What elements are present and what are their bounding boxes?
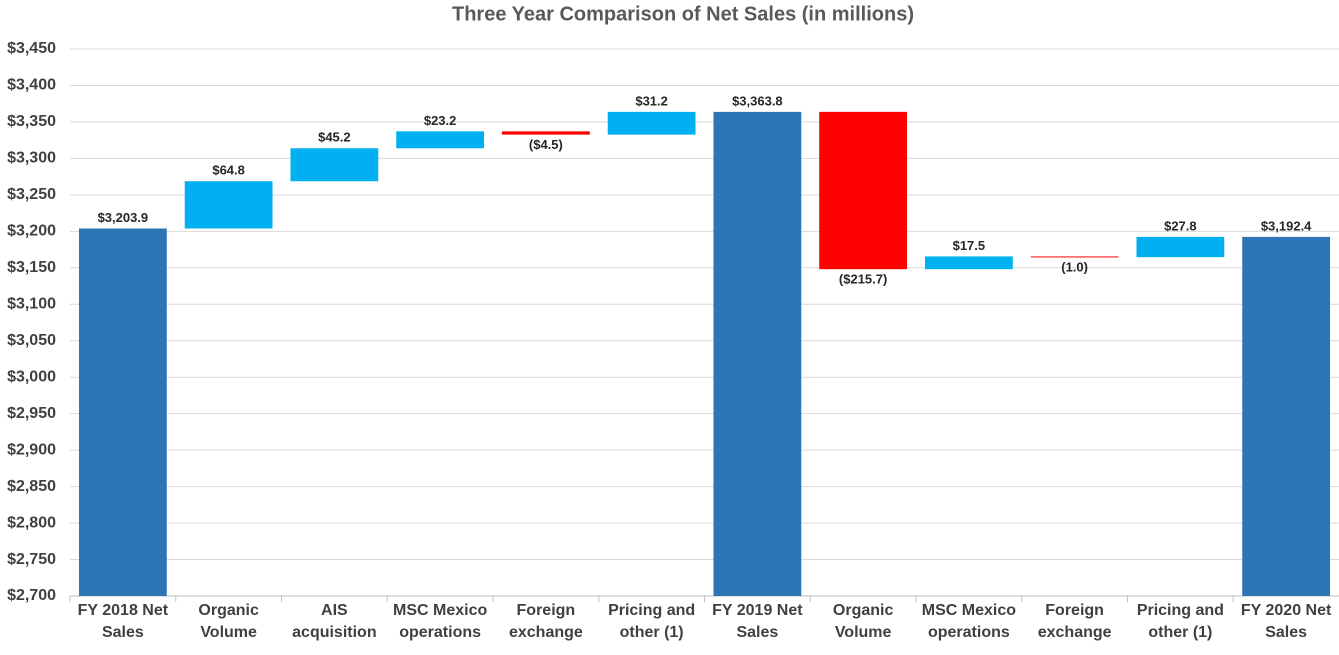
- x-tick-label-box: FY 2018 Net Sales: [77, 602, 169, 641]
- y-tick-label: $2,850: [7, 478, 56, 495]
- x-tick-label: Pricing and other (1): [608, 602, 696, 641]
- y-tick-label: $3,000: [7, 368, 56, 385]
- x-tick-label-box: MSC Mexico operations: [393, 602, 488, 641]
- bar: [924, 256, 1013, 270]
- bar: [607, 111, 696, 135]
- value-label: $3,192.4: [1261, 218, 1312, 233]
- value-label: ($215.7): [839, 272, 887, 287]
- x-tick-label: MSC Mexico operations: [921, 602, 1016, 641]
- y-tick-label: $3,150: [7, 259, 56, 276]
- y-tick-label: $2,950: [7, 405, 56, 422]
- x-tick-label-box: FY 2019 Net Sales: [712, 602, 803, 641]
- y-tick-label: $2,750: [7, 551, 56, 568]
- y-tick-label: $3,100: [7, 295, 56, 312]
- bar: [501, 131, 590, 135]
- x-tick-label: FY 2020 Net Sales: [1240, 602, 1332, 641]
- bar: [396, 131, 485, 149]
- x-tick-label: Organic Volume: [198, 602, 259, 641]
- chart-title: Three Year Comparison of Net Sales (in m…: [452, 3, 914, 25]
- bar: [1136, 236, 1225, 258]
- x-tick-label-box: Foreign exchange: [1037, 602, 1112, 641]
- x-tick-label: FY 2018 Net Sales: [77, 602, 169, 641]
- x-tick-label-box: Pricing and other (1): [1136, 602, 1224, 641]
- value-label: $3,203.9: [98, 210, 149, 225]
- x-tick-label-box: Organic Volume: [832, 602, 894, 641]
- y-tick-label: $3,300: [7, 150, 56, 167]
- y-tick-label: $3,250: [7, 186, 56, 203]
- value-label: ($4.5): [529, 137, 563, 152]
- x-tick-label-box: FY 2020 Net Sales: [1240, 602, 1332, 641]
- y-tick-label: $3,350: [7, 113, 56, 130]
- x-tick-label: AIS acquisition: [292, 602, 377, 641]
- y-tick-label: $2,700: [7, 587, 56, 604]
- x-tick-label: Organic Volume: [832, 602, 894, 641]
- x-tick-label: Foreign exchange: [1037, 602, 1112, 641]
- y-tick-label: $2,800: [7, 514, 56, 531]
- y-tick-label: $3,050: [7, 332, 56, 349]
- bar: [1242, 236, 1331, 596]
- y-tick-label: $2,900: [7, 441, 56, 458]
- bar: [1030, 256, 1119, 258]
- bar: [819, 111, 908, 270]
- y-tick-label: $3,200: [7, 223, 56, 240]
- value-label: $3,363.8: [732, 93, 783, 108]
- x-tick-label: MSC Mexico operations: [393, 602, 488, 641]
- x-tick-label-box: Foreign exchange: [508, 602, 583, 641]
- x-tick-label-box: AIS acquisition: [292, 602, 377, 641]
- value-label: $27.8: [1164, 218, 1197, 233]
- value-label: $45.2: [318, 130, 351, 145]
- bar: [713, 111, 802, 596]
- x-tick-label-box: Organic Volume: [198, 602, 259, 641]
- x-tick-label-box: MSC Mexico operations: [921, 602, 1016, 641]
- bar: [78, 228, 167, 596]
- value-label: $17.5: [953, 238, 986, 253]
- y-tick-label: $3,400: [7, 77, 56, 94]
- value-label: $23.2: [424, 113, 457, 128]
- bar: [290, 148, 379, 182]
- value-label: $64.8: [212, 163, 245, 178]
- x-tick-label: Pricing and other (1): [1136, 602, 1224, 641]
- x-tick-label: Foreign exchange: [508, 602, 583, 641]
- value-label: (1.0): [1061, 260, 1088, 275]
- y-tick-label: $3,450: [7, 40, 56, 57]
- value-label: $31.2: [635, 93, 668, 108]
- bar: [184, 181, 273, 229]
- x-tick-label-box: Pricing and other (1): [608, 602, 696, 641]
- x-tick-label: FY 2019 Net Sales: [712, 602, 803, 641]
